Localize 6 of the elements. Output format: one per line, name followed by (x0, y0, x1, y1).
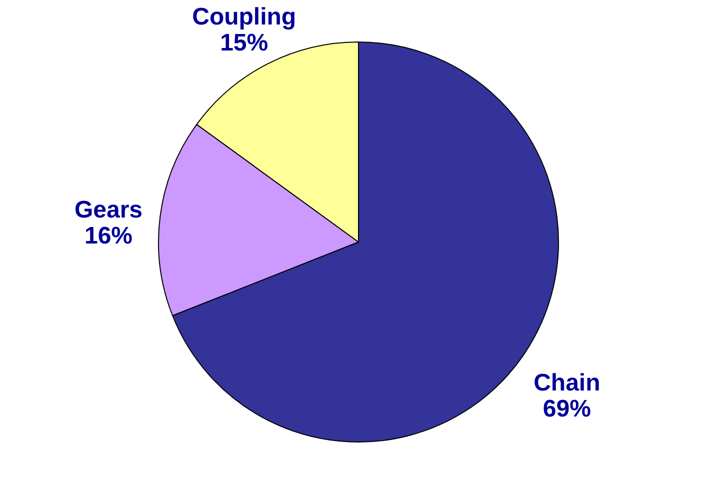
slice-label: Coupling (192, 3, 296, 30)
data-label: 16% (84, 222, 133, 250)
slice-label: Chain (534, 370, 600, 397)
data-label: 69% (542, 396, 591, 423)
slice-label: Gears (74, 196, 143, 224)
data-label: 15% (220, 29, 268, 56)
